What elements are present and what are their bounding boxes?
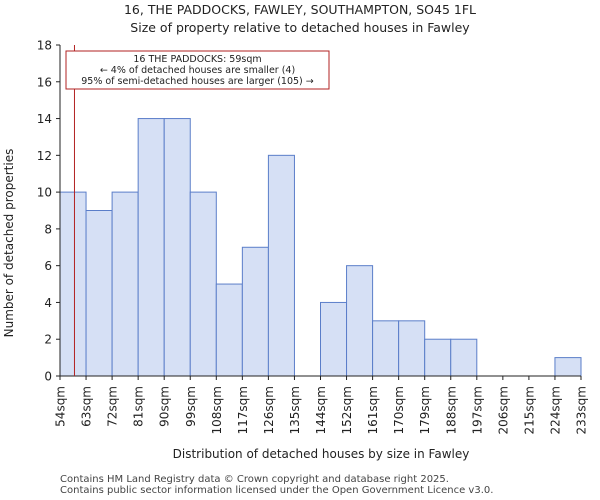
bar-224sqm xyxy=(554,357,582,377)
bar-63sqm xyxy=(85,210,113,377)
y-tick-label: 8 xyxy=(44,222,52,236)
x-tick-label: 152sqm xyxy=(340,386,354,434)
y-tick-label: 14 xyxy=(37,112,52,126)
bar-54sqm xyxy=(59,191,87,377)
x-tick-label: 188sqm xyxy=(444,386,458,434)
x-tick-label: 144sqm xyxy=(314,386,328,434)
y-tick-label: 12 xyxy=(37,149,52,163)
bar-72sqm xyxy=(111,191,139,377)
bar-161sqm xyxy=(372,320,400,377)
x-axis: 54sqm 63sqm 72sqm 81sqm 90sqm 99sqm 108sqm 117s… xyxy=(54,375,589,434)
property-marker: 16 THE PADDOCKS: 59sqm← 4% of detached h… xyxy=(65,45,330,376)
chart-title-subtitle: Size of property relative to detached ho… xyxy=(130,20,470,35)
x-tick-label: 135sqm xyxy=(288,386,302,434)
x-tick-label: 170sqm xyxy=(392,386,406,434)
y-axis-label: Number of detached properties xyxy=(2,149,16,338)
x-tick-label: 81sqm xyxy=(132,386,146,427)
bar-188sqm xyxy=(450,338,478,377)
bar-81sqm xyxy=(137,118,165,377)
bar-126sqm xyxy=(267,154,295,377)
histogram-chart: 0 2 4 6 8 10 12 14 16 18 54sqm 63sqm 72sqm 81sqm 90sq… xyxy=(2,39,589,462)
x-tick-label: 63sqm xyxy=(80,386,94,427)
y-tick-label: 2 xyxy=(44,333,52,347)
annotation-line-3: 95% of semi-detached houses are larger (… xyxy=(81,76,314,87)
x-tick-label: 206sqm xyxy=(496,386,510,434)
annotation-line-2: ← 4% of detached houses are smaller (4) xyxy=(100,65,295,76)
x-tick-label: 233sqm xyxy=(575,386,589,434)
y-tick-label: 16 xyxy=(37,75,52,89)
y-tick-label: 0 xyxy=(44,370,52,384)
annotation-box xyxy=(65,50,330,90)
footer-licence: Contains public sector information licen… xyxy=(60,485,494,496)
x-tick-label: 72sqm xyxy=(106,386,120,427)
x-tick-label: 215sqm xyxy=(522,386,536,434)
bar-152sqm xyxy=(346,265,374,377)
footer-copyright: Contains HM Land Registry data © Crown c… xyxy=(60,474,449,485)
bars-group xyxy=(59,118,582,377)
chart-title-address: 16, THE PADDOCKS, FAWLEY, SOUTHAMPTON, S… xyxy=(123,2,477,17)
y-tick-label: 6 xyxy=(44,259,52,273)
x-tick-label: 161sqm xyxy=(366,386,380,434)
bar-90sqm xyxy=(163,118,191,377)
x-tick-label: 99sqm xyxy=(184,386,198,427)
x-tick-label: 108sqm xyxy=(210,386,224,434)
y-tick-label: 18 xyxy=(37,39,52,53)
annotation-line-1: 16 THE PADDOCKS: 59sqm xyxy=(133,54,261,65)
bar-108sqm xyxy=(215,283,243,377)
y-tick-label: 10 xyxy=(37,186,52,200)
x-tick-label: 126sqm xyxy=(262,386,276,434)
x-tick-label: 117sqm xyxy=(236,386,250,434)
bar-179sqm xyxy=(424,338,452,377)
x-tick-label: 224sqm xyxy=(548,386,562,434)
bar-144sqm xyxy=(320,301,348,377)
x-tick-label: 90sqm xyxy=(158,386,172,427)
x-axis-label: Distribution of detached houses by size … xyxy=(173,447,470,461)
bar-117sqm xyxy=(241,246,269,377)
x-tick-label: 179sqm xyxy=(418,386,432,434)
bar-99sqm xyxy=(189,191,217,377)
y-axis: 0 2 4 6 8 10 12 14 16 18 xyxy=(37,39,61,384)
x-tick-label: 197sqm xyxy=(470,386,484,434)
y-tick-label: 4 xyxy=(44,296,52,310)
bar-170sqm xyxy=(398,320,426,377)
x-tick-label: 54sqm xyxy=(54,386,68,427)
